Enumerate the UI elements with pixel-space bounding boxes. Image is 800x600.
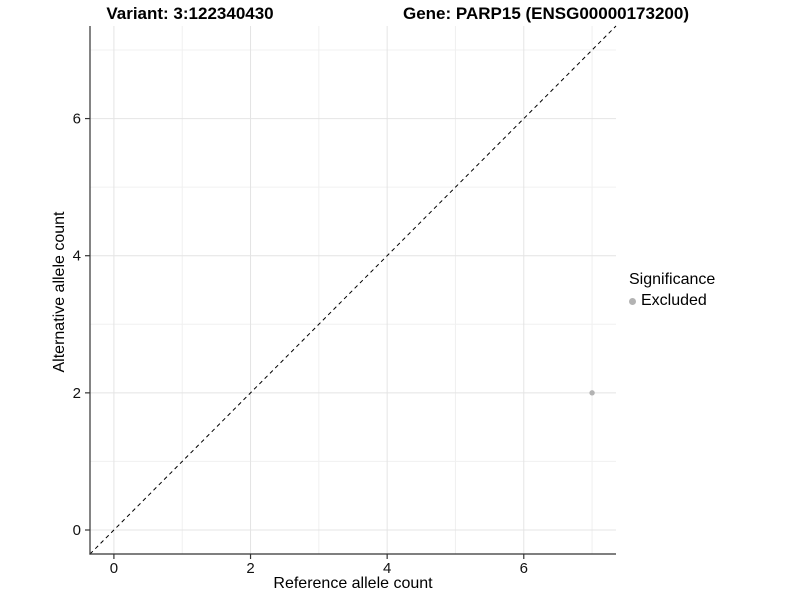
x-axis-label: Reference allele count xyxy=(273,575,433,592)
x-tick-label: 6 xyxy=(520,560,528,577)
y-tick-label: 2 xyxy=(73,385,81,402)
identity-dashed-line xyxy=(89,25,617,555)
y-axis-label: Alternative allele count xyxy=(51,211,68,373)
legend-title: Significance xyxy=(629,271,716,288)
gene-title: Gene: PARP15 (ENSG00000173200) xyxy=(402,4,690,23)
legend-entry-label: Excluded xyxy=(641,292,707,309)
variant-title: Variant: 3:122340430 xyxy=(106,4,274,23)
x-tick-label: 0 xyxy=(110,560,118,577)
legend-point-icon xyxy=(629,297,636,305)
legend-entry-excluded: Excluded xyxy=(629,292,715,310)
x-tick-label: 4 xyxy=(383,560,391,577)
x-tick-label: 2 xyxy=(246,560,254,577)
y-tick-label: 6 xyxy=(73,111,81,128)
y-tick-label: 0 xyxy=(73,522,81,539)
y-tick-label: 4 xyxy=(73,248,81,265)
legend: Significance Excluded xyxy=(629,271,715,310)
data-point xyxy=(589,390,595,396)
